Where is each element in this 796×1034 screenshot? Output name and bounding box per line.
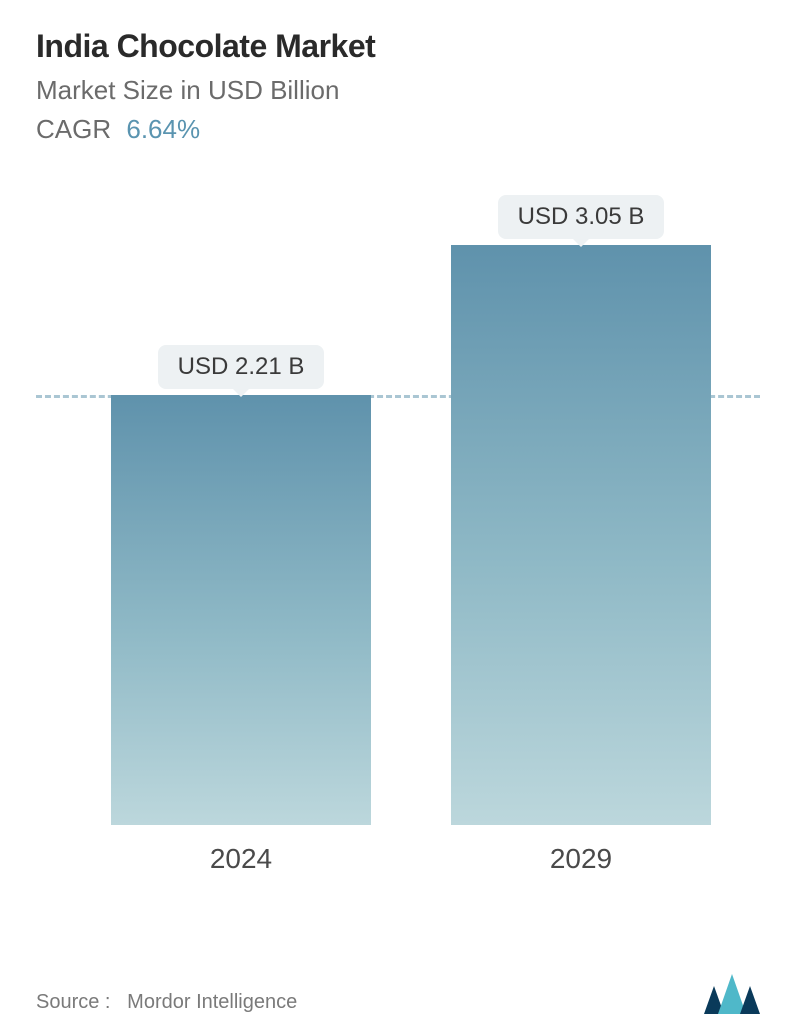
chart-area: USD 2.21 B 2024 USD 3.05 B 2029 [36, 185, 760, 885]
chart-title: India Chocolate Market [36, 28, 760, 65]
source-label: Source : [36, 991, 110, 1013]
cagr-label: CAGR [36, 114, 111, 144]
bar-group: USD 3.05 B [451, 195, 711, 825]
chart-subtitle: Market Size in USD Billion [36, 75, 760, 106]
cagr-row: CAGR 6.64% [36, 114, 760, 145]
x-axis-label: 2029 [451, 843, 711, 875]
source-name: Mordor Intelligence [127, 991, 297, 1013]
bar-group: USD 2.21 B [111, 345, 371, 825]
chart-footer: Source : Mordor Intelligence [36, 974, 760, 1014]
value-badge: USD 2.21 B [158, 345, 325, 389]
value-badge: USD 3.05 B [498, 195, 665, 239]
x-axis-label: 2024 [111, 843, 371, 875]
bar [111, 395, 371, 825]
brand-logo-icon [704, 974, 760, 1014]
cagr-value: 6.64% [126, 114, 200, 144]
bar [451, 245, 711, 825]
source-text: Source : Mordor Intelligence [36, 991, 297, 1014]
